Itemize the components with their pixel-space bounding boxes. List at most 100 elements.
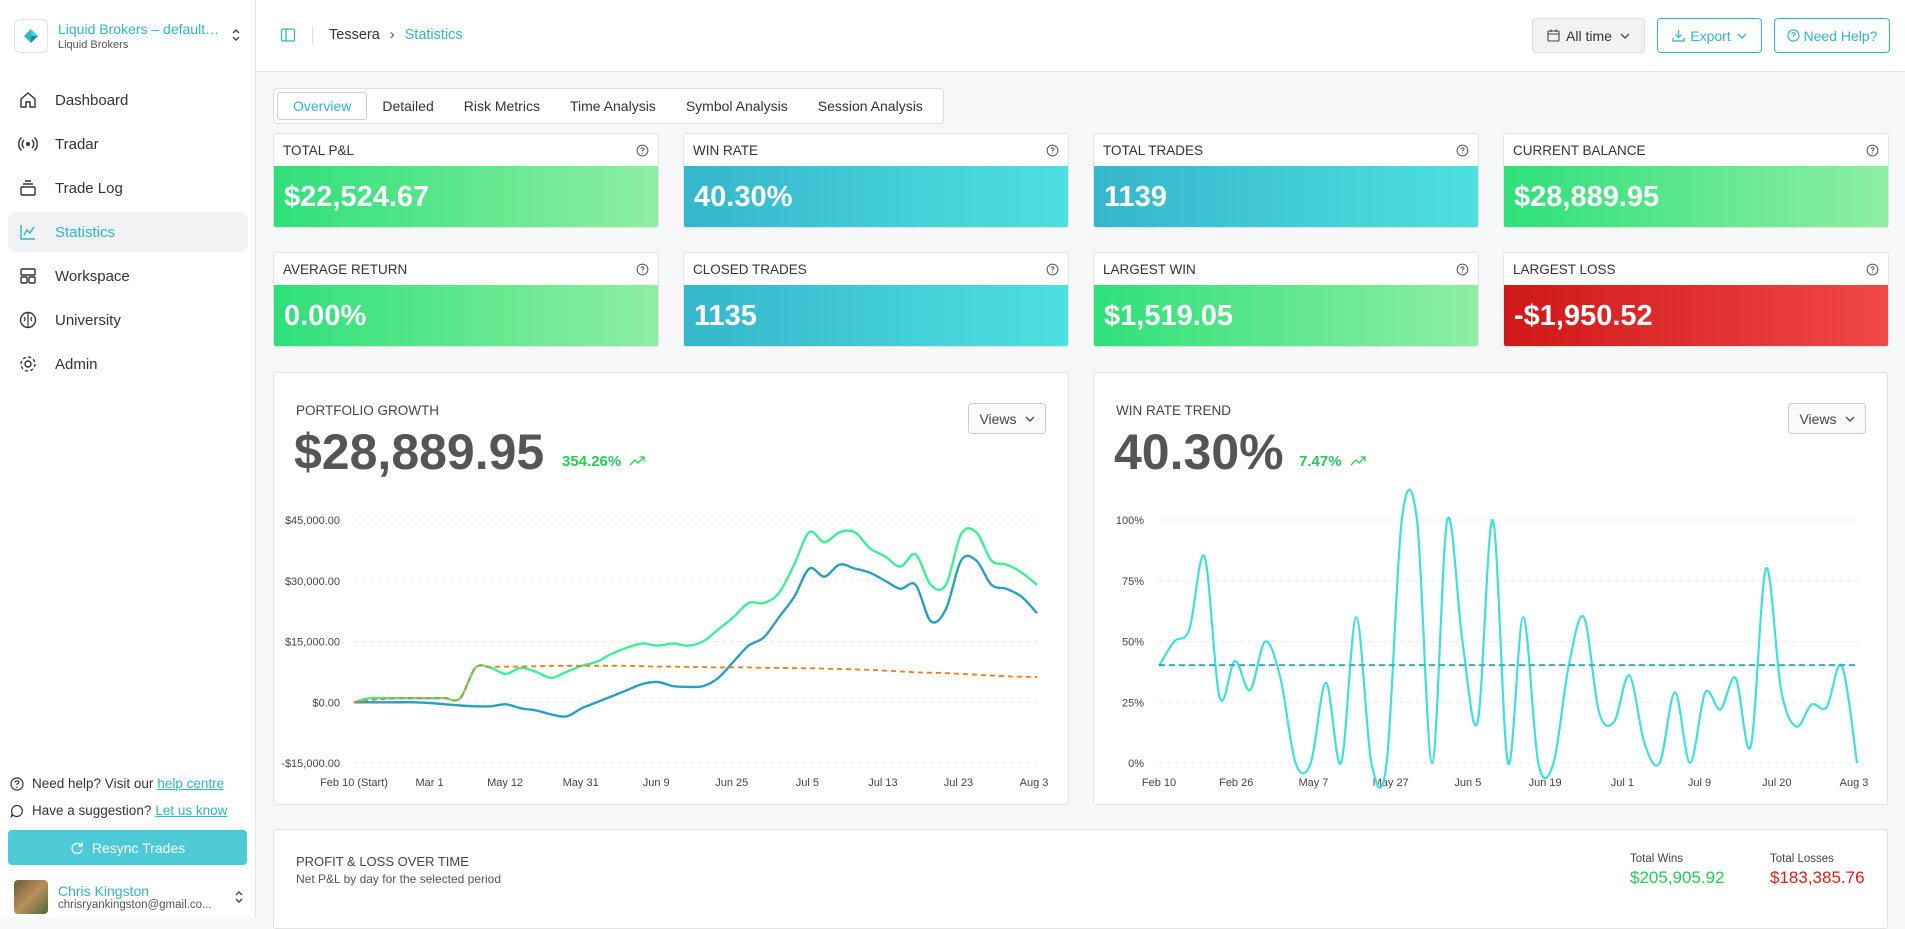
sidebar-item-label: Dashboard [55, 91, 129, 109]
trending-up-icon [629, 456, 646, 466]
tab-session-analysis[interactable]: Session Analysis [817, 98, 923, 114]
sidebar-item-admin[interactable]: Admin [8, 344, 248, 384]
breadcrumb: Tessera › Statistics [280, 26, 463, 44]
info-icon[interactable] [1866, 263, 1879, 276]
kpi-value: $22,524.67 [274, 166, 658, 227]
info-icon[interactable] [636, 144, 649, 157]
stats-tabs: Overview Detailed Risk Metrics Time Anal… [273, 88, 944, 124]
panel-title: PROFIT & LOSS OVER TIME [296, 854, 469, 869]
breadcrumb-root[interactable]: Tessera [329, 27, 380, 43]
sidebar-item-dashboard[interactable]: Dashboard [8, 80, 248, 120]
chevron-updown-icon [235, 891, 243, 903]
x-tick-label: Jul 13 [868, 777, 897, 789]
sidebar: Liquid Brokers – default… Liquid Brokers… [0, 0, 256, 917]
tab-symbol-analysis[interactable]: Symbol Analysis [685, 98, 788, 114]
info-icon[interactable] [1456, 263, 1469, 276]
views-label: Views [979, 410, 1017, 427]
views-dropdown[interactable]: Views [968, 403, 1046, 434]
views-dropdown[interactable]: Views [1788, 403, 1866, 434]
divider [312, 26, 313, 44]
x-tick-label: May 7 [1298, 777, 1328, 789]
help-centre-line: Need help? Visit our help centre [10, 776, 224, 791]
chevron-down-icon [1737, 33, 1747, 39]
x-tick-label: Jul 23 [944, 777, 973, 789]
x-tick-label: Jul 20 [1762, 777, 1791, 789]
kpi-label: LARGEST WIN [1103, 261, 1196, 277]
y-tick-label: $15,000.00 [285, 637, 340, 649]
x-tick-label: May 12 [487, 777, 523, 789]
sidebar-item-label: Trade Log [55, 179, 123, 197]
tab-time-analysis[interactable]: Time Analysis [569, 98, 656, 114]
x-tick-label: Jun 5 [1454, 777, 1481, 789]
info-icon[interactable] [1046, 263, 1059, 276]
chart-icon [20, 225, 35, 240]
total-losses-label: Total Losses [1770, 853, 1834, 865]
kpi-value: 40.30% [684, 166, 1068, 227]
tab-detailed[interactable]: Detailed [382, 98, 434, 114]
y-tick-label: 75% [1122, 576, 1144, 588]
x-tick-label: May 31 [563, 777, 599, 789]
radar-icon [18, 136, 38, 152]
tab-risk-metrics[interactable]: Risk Metrics [463, 98, 540, 114]
info-icon[interactable] [636, 263, 649, 276]
resync-trades-button[interactable]: Resync Trades [8, 830, 247, 865]
kpi-label: CURRENT BALANCE [1513, 142, 1646, 158]
win-rate-trend-chart: 100%75%50%25%0%Feb 10 Feb 26 May 7 May 27 Ju… [1116, 488, 1869, 789]
export-label: Export [1690, 27, 1731, 44]
kpi-label: AVERAGE RETURN [283, 261, 408, 277]
sidebar-item-tradar[interactable]: Tradar [8, 124, 248, 164]
sidebar-item-workspace[interactable]: Workspace [8, 256, 248, 296]
need-help-button[interactable]: Need Help? [1774, 18, 1890, 53]
info-icon[interactable] [1046, 144, 1059, 157]
y-tick-label: $30,000.00 [285, 576, 340, 588]
user-menu[interactable]: Chris Kingston chrisryankingston@gmail.c… [14, 879, 244, 915]
total-wins: Total Wins $205,905.92 [1630, 853, 1725, 888]
sidebar-item-trade-log[interactable]: Trade Log [8, 168, 248, 208]
x-tick-label: Aug 3 [1840, 777, 1869, 789]
win-rate-value: 40.30% [1114, 424, 1284, 480]
tab-overview[interactable]: Overview [277, 92, 368, 120]
x-tick-label: Jul 5 [796, 777, 819, 789]
kpi-label: CLOSED TRADES [693, 261, 807, 277]
total-wins-label: Total Wins [1630, 853, 1684, 865]
x-tick-label: Jun 19 [1529, 777, 1562, 789]
info-icon[interactable] [1456, 144, 1469, 157]
account-switcher[interactable]: Liquid Brokers – default… Liquid Brokers [14, 16, 244, 56]
win-rate-change: 7.47% [1299, 453, 1366, 470]
x-tick-label: Jul 1 [1611, 777, 1634, 789]
need-help-label: Need Help? [1803, 27, 1878, 44]
y-tick-label: $45,000.00 [285, 515, 340, 527]
kpi-value: -$1,950.52 [1504, 285, 1888, 346]
x-tick-label: Feb 26 [1219, 777, 1253, 789]
kpi-value: 1139 [1094, 166, 1478, 227]
chevron-down-icon [1025, 416, 1035, 422]
export-button[interactable]: Export [1657, 18, 1762, 53]
panel-title: WIN RATE TREND [1116, 403, 1232, 418]
series-line-1 [353, 527, 1038, 704]
kpi-card: WIN RATE 40.30% [683, 133, 1069, 228]
portfolio-growth-panel: PORTFOLIO GROWTH $28,889.95 354.26% View… [273, 372, 1069, 805]
sidebar-item-label: Admin [55, 355, 98, 373]
series-line-3 [353, 664, 1038, 704]
chevron-updown-icon [228, 28, 244, 45]
time-range-select[interactable]: All time [1532, 18, 1645, 53]
suggestion-line: Have a suggestion? Let us know [10, 803, 227, 818]
let-us-know-link[interactable]: Let us know [155, 803, 228, 818]
kpi-label: WIN RATE [693, 142, 758, 158]
user-name: Chris Kingston [58, 883, 150, 899]
info-icon[interactable] [1866, 144, 1879, 157]
sidebar-item-university[interactable]: University [8, 300, 248, 340]
sidebar-toggle-icon[interactable] [280, 27, 296, 43]
series-line-1 [1158, 488, 1859, 789]
sidebar-item-label: Workspace [55, 267, 130, 285]
chevron-down-icon [1620, 33, 1630, 39]
sidebar-item-label: Statistics [55, 223, 116, 241]
sidebar-item-statistics[interactable]: Statistics [8, 212, 248, 252]
help-text: Need help? Visit our [32, 776, 154, 791]
account-logo [14, 19, 48, 53]
home-icon [20, 92, 36, 108]
sidebar-item-label: University [55, 311, 121, 329]
workspace-icon [20, 268, 36, 284]
help-centre-link[interactable]: help centre [157, 776, 225, 791]
kpi-value: 1135 [684, 285, 1068, 346]
